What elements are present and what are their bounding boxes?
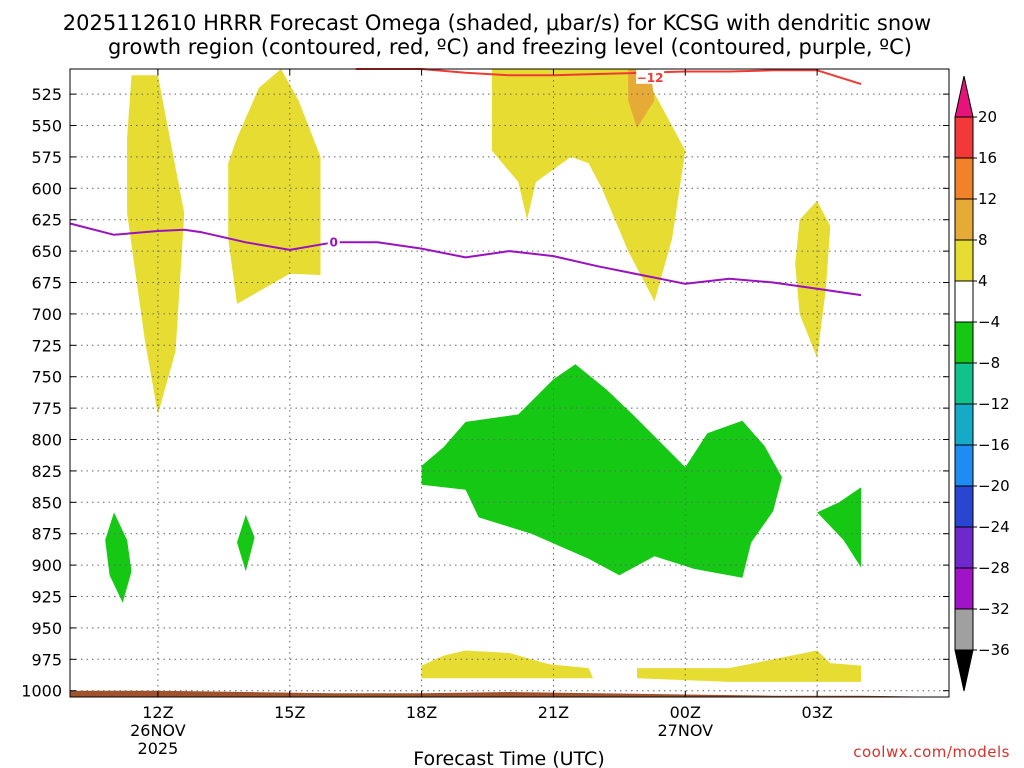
colorbar-bin — [954, 116, 974, 159]
colorbar-bin — [954, 444, 974, 487]
x-tick-date-label: 27NOV — [658, 721, 714, 740]
omega-region — [421, 650, 593, 679]
colorbar-label: −20 — [978, 477, 1010, 495]
colorbar-label: −28 — [978, 559, 1010, 577]
freezing-level-contour-line — [69, 222, 862, 297]
y-tick-label: 700 — [31, 305, 62, 324]
y-tick-label: 950 — [31, 619, 62, 638]
y-tick-label: 525 — [31, 85, 62, 104]
colorbar-bin — [954, 321, 974, 364]
y-tick-label: 975 — [31, 650, 62, 669]
y-tick-label: 675 — [31, 274, 62, 293]
colorbar-bin — [954, 485, 974, 528]
y-tick-label: 850 — [31, 493, 62, 512]
omega-region — [237, 514, 255, 572]
dgz-contour-label-bg — [636, 69, 665, 84]
colorbar-bin — [954, 567, 974, 610]
chart-title-line-1: 2025112610 HRRR Forecast Omega (shaded, … — [63, 11, 931, 35]
colorbar-bin — [954, 280, 974, 323]
colorbar-label: −16 — [978, 436, 1010, 454]
colorbar-label: −36 — [978, 641, 1010, 659]
plot-frame — [69, 68, 950, 698]
x-tick-date-label: 26NOV — [130, 721, 186, 740]
colorbar-lower-arrow — [954, 649, 974, 692]
freezing-level-contour-label: 0 — [330, 235, 338, 249]
omega-region — [491, 69, 686, 302]
colorbar-bin — [954, 198, 974, 241]
x-tick-year-label: 2025 — [138, 739, 179, 758]
x-tick-label: 03Z — [801, 703, 832, 722]
x-tick-label: 21Z — [538, 703, 569, 722]
y-tick-label: 775 — [31, 399, 62, 418]
colorbar-label: 8 — [978, 231, 988, 249]
y-tick-label: 575 — [31, 148, 62, 167]
colorbar-bin — [954, 239, 974, 282]
colorbar-label: −8 — [978, 354, 1000, 372]
credit-text: coolwx.com/models — [853, 743, 1010, 761]
x-axis-label: Forecast Time (UTC) — [413, 748, 604, 768]
x-tick-label: 00Z — [670, 703, 701, 722]
y-tick-label: 625 — [31, 211, 62, 230]
x-tick-label: 18Z — [406, 703, 437, 722]
omega-shaded-regions — [105, 69, 862, 682]
colorbar-bin — [954, 157, 974, 200]
y-axis-ticks: 525 550 575 600 625 650 675 700 725 750 775 800 825 8… — [21, 85, 949, 701]
y-tick-label: 900 — [31, 556, 62, 575]
colorbar-label: 16 — [978, 149, 997, 167]
colorbar-upper-arrow — [954, 75, 974, 118]
colorbar-label: 20 — [978, 108, 997, 126]
omega-region — [421, 364, 782, 578]
omega-region — [795, 200, 831, 358]
omega-region — [637, 650, 862, 682]
grid-lines — [70, 69, 949, 697]
colorbar: 20 16 12 8 4 −4 −8 −12 −16 −20 −24 −28 −32 −36 — [954, 75, 1010, 692]
omega-region — [817, 487, 862, 568]
y-tick-label: 925 — [31, 588, 62, 607]
omega-region — [228, 69, 321, 304]
x-tick-label: 15Z — [274, 703, 305, 722]
contour-lines: −12 0 — [69, 68, 862, 297]
y-tick-label: 825 — [31, 462, 62, 481]
freezing-level-contour-label-bg — [327, 234, 340, 249]
y-tick-label: 875 — [31, 525, 62, 544]
colorbar-label: −4 — [978, 313, 1000, 331]
y-tick-label: 550 — [31, 117, 62, 136]
y-tick-label: 725 — [31, 336, 62, 355]
colorbar-label: −24 — [978, 518, 1010, 536]
colorbar-label: −12 — [978, 395, 1010, 413]
colorbar-label: 4 — [978, 272, 988, 290]
colorbar-label: −32 — [978, 600, 1010, 618]
colorbar-bin — [954, 608, 974, 651]
chart-title-line-2: growth region (contoured, red, ºC) and f… — [108, 35, 912, 59]
omega-region — [105, 512, 132, 603]
y-tick-label: 800 — [31, 431, 62, 450]
colorbar-label: 12 — [978, 190, 997, 208]
y-tick-label: 600 — [31, 179, 62, 198]
y-tick-label: 650 — [31, 242, 62, 261]
colorbar-bin — [954, 526, 974, 569]
x-tick-label: 12Z — [142, 703, 173, 722]
y-tick-label: 750 — [31, 368, 62, 387]
colorbar-bin — [954, 403, 974, 446]
dgz-contour-line — [355, 68, 862, 86]
colorbar-bin — [954, 362, 974, 405]
omega-region — [127, 75, 185, 415]
dgz-contour-label: −12 — [637, 71, 664, 85]
y-tick-label: 1000 — [21, 682, 62, 701]
